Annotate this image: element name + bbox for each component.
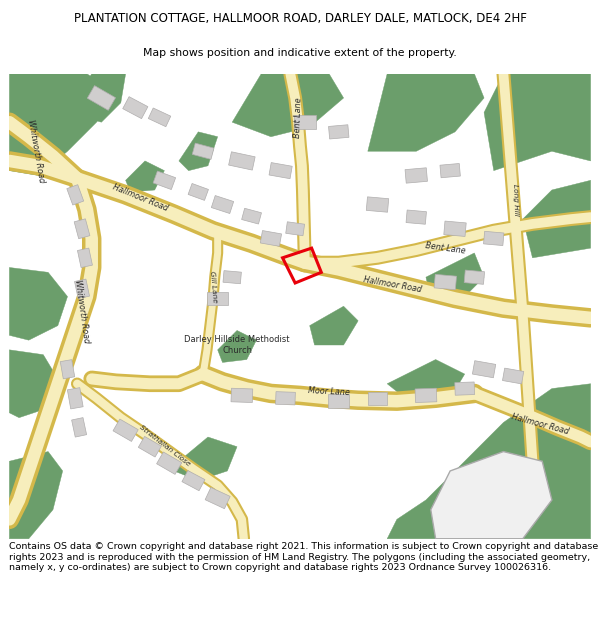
Polygon shape — [444, 221, 466, 236]
Polygon shape — [10, 74, 116, 176]
Text: Contains OS data © Crown copyright and database right 2021. This information is : Contains OS data © Crown copyright and d… — [9, 542, 598, 572]
Polygon shape — [232, 74, 344, 137]
Polygon shape — [484, 74, 590, 171]
Text: Darley Hillside Methodist
Church: Darley Hillside Methodist Church — [184, 335, 290, 355]
Polygon shape — [188, 184, 208, 201]
Polygon shape — [74, 279, 89, 299]
Text: Gill Lane: Gill Lane — [209, 271, 218, 303]
Polygon shape — [405, 168, 427, 183]
Polygon shape — [174, 437, 237, 481]
Polygon shape — [502, 368, 524, 384]
Polygon shape — [484, 231, 504, 246]
Polygon shape — [431, 451, 552, 539]
Polygon shape — [242, 208, 262, 224]
Polygon shape — [415, 388, 437, 402]
Polygon shape — [455, 382, 475, 395]
Polygon shape — [275, 392, 295, 405]
Polygon shape — [71, 418, 86, 437]
Polygon shape — [269, 162, 292, 179]
Polygon shape — [231, 388, 253, 402]
Polygon shape — [77, 248, 92, 268]
Polygon shape — [329, 125, 349, 139]
Polygon shape — [87, 86, 116, 111]
Text: Map shows position and indicative extent of the property.: Map shows position and indicative extent… — [143, 48, 457, 58]
Text: PLANTATION COTTAGE, HALLMOOR ROAD, DARLEY DALE, MATLOCK, DE4 2HF: PLANTATION COTTAGE, HALLMOOR ROAD, DARLE… — [74, 12, 526, 25]
Polygon shape — [328, 394, 349, 408]
Polygon shape — [67, 388, 83, 409]
Text: Bent Lane: Bent Lane — [293, 97, 303, 138]
Polygon shape — [310, 306, 358, 345]
Polygon shape — [10, 350, 58, 418]
Text: Long Hill: Long Hill — [512, 184, 518, 216]
Polygon shape — [205, 488, 230, 509]
Polygon shape — [523, 180, 590, 258]
Polygon shape — [153, 171, 176, 189]
Polygon shape — [426, 253, 484, 301]
Text: Whitworth Road: Whitworth Road — [73, 279, 91, 344]
Polygon shape — [67, 74, 125, 122]
Polygon shape — [211, 196, 233, 214]
Polygon shape — [123, 97, 148, 119]
Text: Strathallan Close: Strathallan Close — [138, 424, 191, 468]
Polygon shape — [229, 152, 255, 170]
Polygon shape — [113, 419, 138, 441]
Polygon shape — [368, 74, 484, 151]
Polygon shape — [366, 197, 389, 212]
Polygon shape — [286, 222, 305, 236]
Polygon shape — [10, 451, 62, 539]
Polygon shape — [179, 132, 218, 171]
Polygon shape — [192, 143, 214, 159]
Polygon shape — [67, 184, 83, 205]
Polygon shape — [148, 108, 171, 127]
Polygon shape — [10, 268, 67, 340]
Polygon shape — [139, 436, 161, 457]
Polygon shape — [434, 274, 457, 290]
Polygon shape — [207, 292, 229, 305]
Polygon shape — [182, 471, 205, 491]
Polygon shape — [387, 384, 590, 539]
Polygon shape — [440, 164, 460, 177]
Polygon shape — [60, 359, 75, 379]
Polygon shape — [406, 210, 427, 224]
Polygon shape — [74, 219, 90, 239]
Polygon shape — [157, 452, 182, 474]
Polygon shape — [260, 231, 281, 246]
Text: Moor Lane: Moor Lane — [308, 386, 350, 397]
Polygon shape — [125, 161, 164, 192]
Polygon shape — [294, 116, 316, 129]
Polygon shape — [464, 270, 485, 284]
Polygon shape — [472, 361, 496, 378]
Text: Bent Lane: Bent Lane — [425, 241, 466, 256]
Polygon shape — [387, 359, 464, 403]
Text: Hallmoor Road: Hallmoor Road — [511, 412, 570, 436]
Text: Whitworth Road: Whitworth Road — [26, 119, 46, 184]
Polygon shape — [218, 331, 256, 362]
Polygon shape — [223, 271, 241, 284]
Polygon shape — [368, 392, 387, 404]
Text: Hallmoor Road: Hallmoor Road — [362, 276, 422, 294]
Text: Hallmoor Road: Hallmoor Road — [111, 182, 169, 213]
